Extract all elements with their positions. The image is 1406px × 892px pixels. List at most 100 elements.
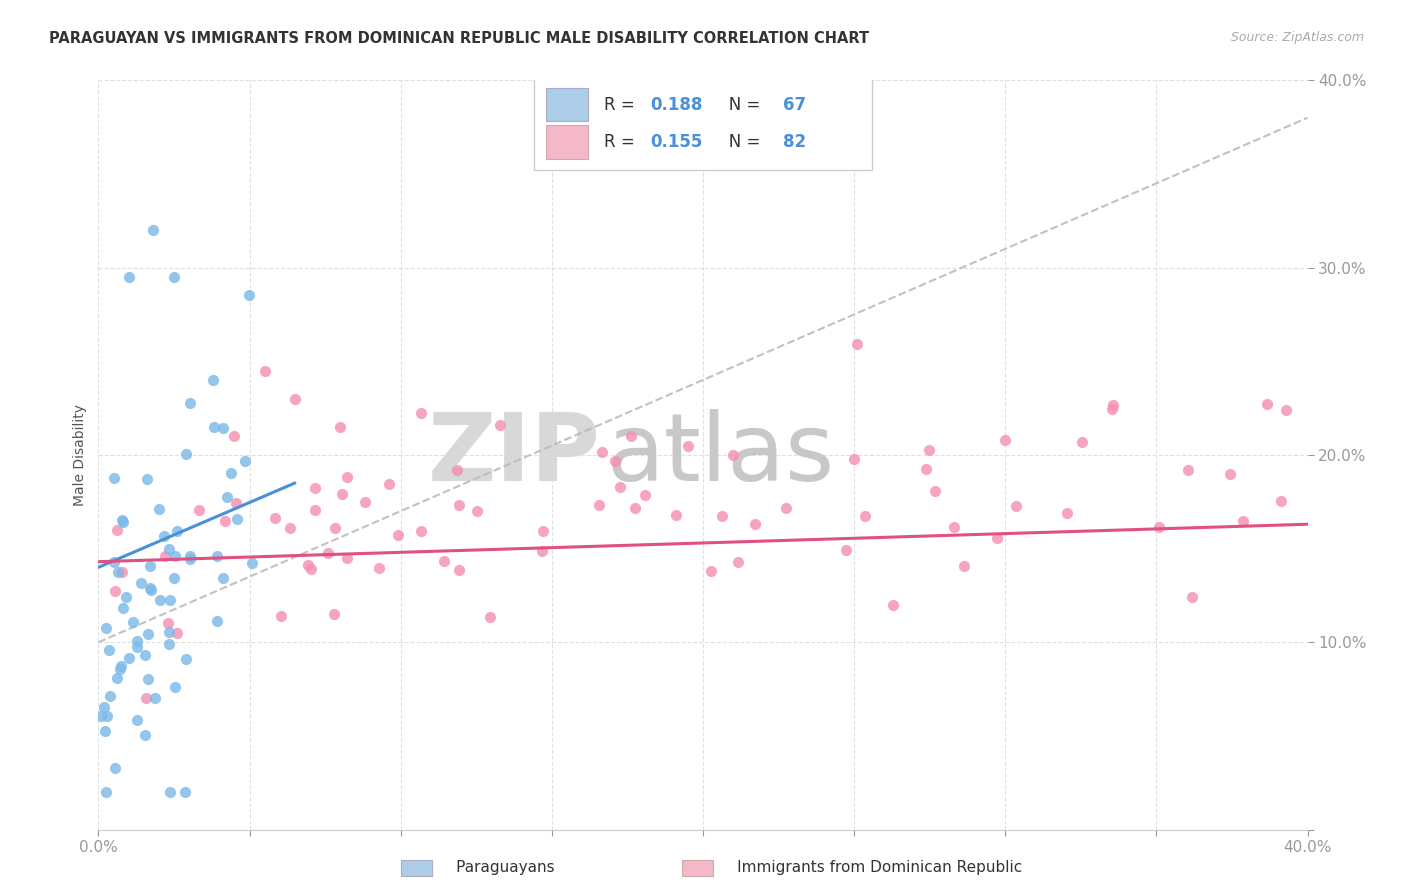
Point	[411, 406, 433, 420]
Point	[136, 627, 159, 641]
Text: ZIP: ZIP	[427, 409, 600, 501]
Point	[844, 451, 866, 466]
Point	[122, 615, 145, 630]
Point	[207, 549, 229, 564]
Point	[174, 651, 197, 665]
Point	[240, 556, 263, 570]
Point	[284, 392, 307, 406]
Point	[107, 565, 129, 579]
Point	[163, 681, 186, 695]
Point	[141, 582, 163, 597]
Point	[148, 592, 170, 607]
Point	[278, 521, 301, 535]
Text: N =: N =	[713, 133, 765, 151]
Point	[103, 470, 125, 484]
Point	[188, 503, 211, 517]
Point	[917, 442, 939, 457]
Point	[1071, 434, 1094, 449]
Point	[377, 477, 399, 491]
Point	[212, 571, 235, 585]
Point	[112, 601, 135, 615]
Point	[591, 445, 613, 459]
Point	[98, 689, 121, 703]
Point	[316, 546, 339, 560]
Point	[323, 607, 346, 621]
Point	[224, 429, 246, 443]
Point	[153, 549, 176, 563]
FancyBboxPatch shape	[534, 73, 872, 170]
Point	[489, 417, 512, 432]
Point	[221, 466, 243, 480]
Point	[174, 446, 197, 460]
Point	[882, 599, 904, 613]
Point	[253, 364, 276, 378]
Point	[1219, 467, 1241, 481]
Point	[179, 549, 201, 563]
Point	[134, 648, 156, 662]
Point	[299, 562, 322, 576]
Point	[103, 555, 125, 569]
Point	[433, 554, 456, 568]
Text: 82: 82	[783, 133, 806, 151]
Point	[159, 592, 181, 607]
Point	[914, 461, 936, 475]
Point	[994, 433, 1017, 447]
Point	[942, 520, 965, 534]
FancyBboxPatch shape	[546, 125, 588, 159]
Point	[465, 504, 488, 518]
Point	[727, 555, 749, 569]
Point	[449, 498, 471, 512]
Point	[1005, 499, 1028, 513]
Point	[446, 463, 468, 477]
Point	[163, 269, 186, 284]
Point	[953, 558, 976, 573]
Point	[304, 481, 326, 495]
Point	[238, 287, 260, 301]
Point	[166, 524, 188, 538]
Point	[1270, 494, 1292, 508]
Point	[202, 420, 225, 434]
Point	[94, 622, 117, 636]
Text: Source: ZipAtlas.com: Source: ZipAtlas.com	[1230, 31, 1364, 45]
Point	[143, 691, 166, 706]
Point	[634, 488, 657, 502]
Point	[329, 420, 352, 434]
Point	[134, 728, 156, 742]
Point	[135, 472, 157, 486]
Point	[1177, 463, 1199, 477]
Point	[233, 454, 256, 468]
Point	[114, 590, 136, 604]
Point	[215, 490, 238, 504]
Point	[93, 700, 115, 714]
Point	[108, 661, 131, 675]
Point	[853, 509, 876, 524]
Text: 0.155: 0.155	[650, 133, 702, 151]
Point	[98, 643, 121, 657]
Point	[986, 531, 1008, 545]
Point	[142, 223, 165, 237]
Point	[835, 543, 858, 558]
Point	[125, 713, 148, 727]
Point	[411, 524, 433, 538]
Point	[270, 609, 292, 624]
Point	[225, 495, 247, 509]
Point	[447, 563, 470, 577]
Point	[105, 671, 128, 685]
Point	[723, 448, 745, 462]
Point	[157, 541, 180, 556]
Text: 0.188: 0.188	[650, 95, 702, 113]
Point	[111, 513, 134, 527]
Point	[148, 502, 170, 516]
Point	[111, 515, 134, 529]
Point	[104, 761, 127, 775]
Point	[96, 709, 118, 723]
Point	[153, 529, 176, 543]
Point	[323, 521, 346, 535]
Point	[700, 564, 723, 578]
Point	[676, 439, 699, 453]
Point	[605, 454, 627, 468]
Text: PARAGUAYAN VS IMMIGRANTS FROM DOMINICAN REPUBLIC MALE DISABILITY CORRELATION CHA: PARAGUAYAN VS IMMIGRANTS FROM DOMINICAN …	[49, 31, 869, 46]
Point	[207, 614, 229, 628]
Point	[125, 634, 148, 648]
Point	[531, 524, 554, 538]
